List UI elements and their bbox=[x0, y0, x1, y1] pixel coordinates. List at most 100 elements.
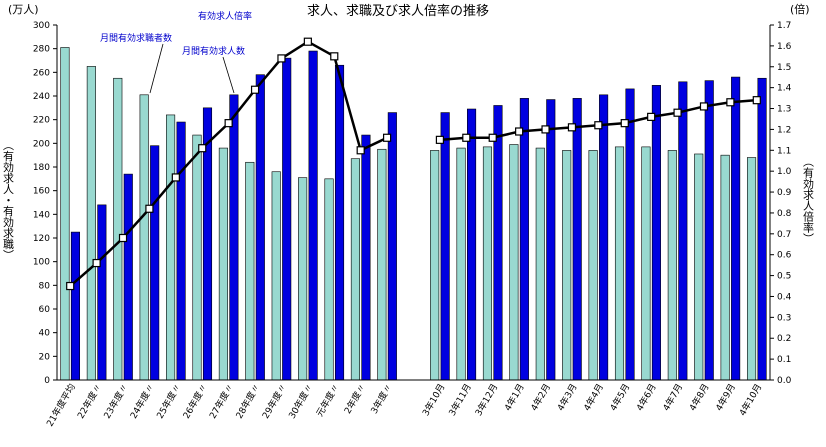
ratio-point bbox=[647, 112, 656, 121]
annotation-job-seekers: 月間有効求職者数 bbox=[100, 32, 172, 44]
left-tick-label: 60 bbox=[39, 305, 51, 315]
left-tick-label: 220 bbox=[33, 116, 50, 126]
job-seekers-bar bbox=[482, 146, 493, 381]
x-tick-label: 27年度〃 bbox=[207, 382, 237, 421]
annotation-ratio: 有効求人倍率 bbox=[198, 10, 252, 22]
ratio-point bbox=[92, 258, 101, 268]
job-seekers-bar bbox=[614, 146, 625, 381]
x-tick-label: 4年4月 bbox=[581, 382, 606, 414]
job-openings-bar bbox=[572, 98, 582, 381]
x-tick-label: 24年度〃 bbox=[127, 382, 157, 421]
x-tick-label: 3年10月 bbox=[420, 382, 448, 418]
left-tick-label: 180 bbox=[33, 163, 50, 173]
job-seekers-bar bbox=[218, 147, 228, 381]
left-tick-label: 140 bbox=[33, 210, 50, 220]
ratio-point bbox=[541, 125, 550, 134]
left-tick-label: 0 bbox=[44, 376, 50, 386]
job-seekers-bar bbox=[641, 146, 651, 381]
job-seekers-bar bbox=[166, 114, 176, 381]
ratio-point bbox=[567, 123, 577, 132]
ratio-point bbox=[198, 144, 207, 153]
right-tick-label: 1.5 bbox=[777, 63, 791, 73]
right-tick-label: 1.2 bbox=[777, 125, 791, 135]
ratio-point bbox=[462, 133, 471, 142]
job-openings-bar bbox=[123, 173, 133, 381]
job-openings-bar bbox=[651, 85, 661, 381]
ratio-point bbox=[752, 96, 761, 105]
job-seekers-bar bbox=[271, 171, 281, 381]
annotation-layer: 有効求人倍率 月間有効求職者数 月間有効求人数 bbox=[100, 10, 252, 94]
left-tick-label: 160 bbox=[33, 187, 50, 197]
annotation-job-seekers-leader bbox=[149, 43, 164, 94]
job-seekers-bar bbox=[324, 178, 334, 381]
right-tick-label: 0.5 bbox=[777, 272, 791, 282]
job-openings-bar bbox=[308, 50, 318, 381]
x-tick-label: 4年8月 bbox=[686, 382, 711, 414]
x-tick-label: 3年12月 bbox=[472, 382, 500, 418]
right-tick-label: 1.0 bbox=[777, 167, 792, 177]
x-tick-label: 4年9月 bbox=[713, 382, 738, 414]
ratio-point bbox=[699, 102, 709, 111]
left-tick-label: 200 bbox=[33, 139, 50, 149]
x-tick-label: 2年度〃 bbox=[342, 382, 369, 416]
job-seekers-bar bbox=[430, 150, 440, 381]
job-seekers-bar bbox=[192, 134, 202, 381]
ratio-point bbox=[171, 173, 180, 182]
x-tick-label: 4年6月 bbox=[634, 382, 659, 414]
right-tick-label: 0.4 bbox=[777, 292, 792, 302]
ratio-line-layer bbox=[66, 37, 761, 291]
job-openings-bar bbox=[678, 81, 688, 381]
job-seekers-bar bbox=[746, 157, 757, 381]
left-tick-label: 40 bbox=[39, 329, 51, 339]
x-tick-label: 26年度〃 bbox=[180, 382, 210, 421]
right-tick-label: 1.6 bbox=[777, 42, 792, 52]
right-tick-label: 0.8 bbox=[777, 209, 792, 219]
x-tick-label: 30年度〃 bbox=[286, 382, 316, 421]
annotation-job-openings: 月間有効求人数 bbox=[182, 45, 245, 57]
ratio-point bbox=[277, 54, 286, 63]
chart-title: 求人、求職及び求人倍率の推移 bbox=[307, 3, 489, 19]
job-openings-bar bbox=[361, 134, 371, 381]
x-tick-label: 3年11月 bbox=[446, 382, 474, 418]
x-tick-label: 4年10月 bbox=[736, 382, 764, 418]
left-axis-label: （有効求人・有効求職） bbox=[2, 140, 15, 261]
job-openings-bar bbox=[493, 105, 503, 381]
job-openings-bar bbox=[599, 94, 609, 381]
job-openings-bar bbox=[387, 112, 397, 381]
right-tick-label: 1.3 bbox=[777, 105, 791, 115]
left-tick-label: 260 bbox=[33, 68, 50, 78]
job-openings-bar bbox=[176, 121, 186, 381]
job-openings-bar bbox=[757, 77, 767, 381]
job-openings-bar bbox=[282, 57, 292, 381]
left-tick-label: 20 bbox=[39, 352, 51, 362]
ratio-point bbox=[250, 85, 260, 94]
ratio-point bbox=[356, 146, 365, 155]
x-tick-label: 29年度〃 bbox=[259, 382, 289, 421]
left-tick-label: 300 bbox=[33, 21, 50, 31]
x-tick-label: 21年度平均 bbox=[44, 382, 78, 429]
right-tick-label: 0.6 bbox=[777, 251, 792, 261]
right-tick-label: 0.1 bbox=[777, 355, 791, 365]
job-openings-bar bbox=[467, 108, 477, 381]
ratio-point bbox=[594, 121, 603, 130]
job-openings-bar bbox=[255, 74, 265, 381]
right-tick-label: 0.3 bbox=[777, 313, 791, 323]
ratio-point bbox=[145, 204, 154, 213]
job-openings-bar bbox=[334, 64, 345, 381]
job-openings-bar bbox=[97, 204, 107, 381]
job-openings-bar bbox=[440, 112, 450, 381]
left-axis-unit: (万人) bbox=[8, 3, 39, 16]
ratio-point bbox=[330, 52, 339, 61]
ratio-point bbox=[382, 133, 392, 142]
job-seekers-bar bbox=[694, 153, 704, 381]
ratio-point bbox=[435, 135, 445, 144]
left-tick-label: 280 bbox=[33, 45, 50, 55]
left-tick-label: 120 bbox=[33, 234, 50, 244]
annotation-job-openings-leader bbox=[222, 56, 235, 94]
job-seekers-bar bbox=[509, 144, 519, 381]
x-tick-label: 4年5月 bbox=[607, 382, 632, 414]
job-seekers-bar bbox=[350, 158, 360, 381]
job-seekers-bar bbox=[456, 147, 466, 381]
left-tick-label: 240 bbox=[33, 92, 50, 102]
